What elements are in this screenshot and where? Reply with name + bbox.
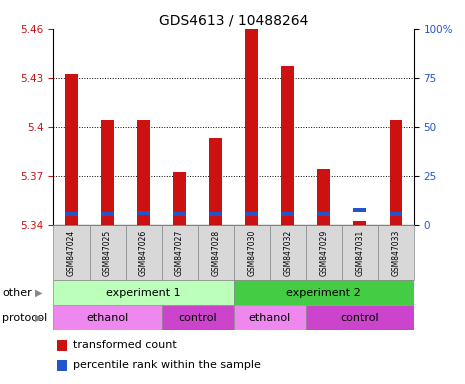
Text: GSM847024: GSM847024 [67, 229, 76, 276]
Bar [57, 340, 67, 351]
FancyBboxPatch shape [53, 305, 162, 330]
Bar [101, 120, 114, 225]
FancyBboxPatch shape [89, 225, 126, 280]
Text: ▶: ▶ [35, 313, 42, 323]
Bar [353, 207, 366, 212]
FancyBboxPatch shape [53, 225, 89, 280]
Title: GDS4613 / 10488264: GDS4613 / 10488264 [159, 14, 308, 28]
Text: GSM847033: GSM847033 [392, 229, 400, 276]
FancyBboxPatch shape [342, 225, 378, 280]
Bar [173, 172, 186, 225]
FancyBboxPatch shape [234, 225, 270, 280]
FancyBboxPatch shape [126, 225, 162, 280]
Text: experiment 1: experiment 1 [106, 288, 181, 298]
Text: percentile rank within the sample: percentile rank within the sample [73, 360, 261, 370]
Bar [281, 212, 294, 217]
Text: transformed count: transformed count [73, 340, 177, 350]
Text: ethanol: ethanol [249, 313, 291, 323]
Bar [209, 212, 222, 216]
FancyBboxPatch shape [162, 225, 198, 280]
Text: protocol: protocol [2, 313, 47, 323]
Bar [65, 212, 78, 216]
Text: control: control [178, 313, 217, 323]
Text: GSM847032: GSM847032 [283, 229, 292, 276]
Text: ethanol: ethanol [86, 313, 129, 323]
Text: experiment 2: experiment 2 [286, 288, 361, 298]
Text: GSM847029: GSM847029 [319, 229, 328, 276]
Bar [57, 360, 67, 371]
Text: other: other [2, 288, 32, 298]
Text: GSM847030: GSM847030 [247, 229, 256, 276]
Bar [390, 212, 402, 217]
FancyBboxPatch shape [234, 280, 414, 305]
Bar [390, 120, 402, 225]
Bar [137, 120, 150, 225]
Bar [281, 66, 294, 225]
Bar [318, 212, 330, 217]
Text: GSM847031: GSM847031 [355, 229, 364, 276]
Text: GSM847028: GSM847028 [211, 229, 220, 276]
Text: GSM847026: GSM847026 [139, 229, 148, 276]
Bar [101, 212, 114, 217]
Bar [246, 212, 258, 216]
FancyBboxPatch shape [270, 225, 306, 280]
FancyBboxPatch shape [162, 305, 234, 330]
FancyBboxPatch shape [53, 280, 234, 305]
FancyBboxPatch shape [198, 225, 234, 280]
FancyBboxPatch shape [234, 305, 306, 330]
FancyBboxPatch shape [306, 225, 342, 280]
Text: ▶: ▶ [35, 288, 42, 298]
FancyBboxPatch shape [306, 305, 414, 330]
Bar [209, 138, 222, 225]
Bar [173, 212, 186, 217]
Bar [353, 221, 366, 225]
Bar [65, 74, 78, 225]
Text: control: control [340, 313, 379, 323]
Text: GSM847025: GSM847025 [103, 229, 112, 276]
Bar [137, 211, 150, 215]
Bar [318, 169, 330, 225]
Text: GSM847027: GSM847027 [175, 229, 184, 276]
FancyBboxPatch shape [378, 225, 414, 280]
Bar [246, 29, 258, 225]
